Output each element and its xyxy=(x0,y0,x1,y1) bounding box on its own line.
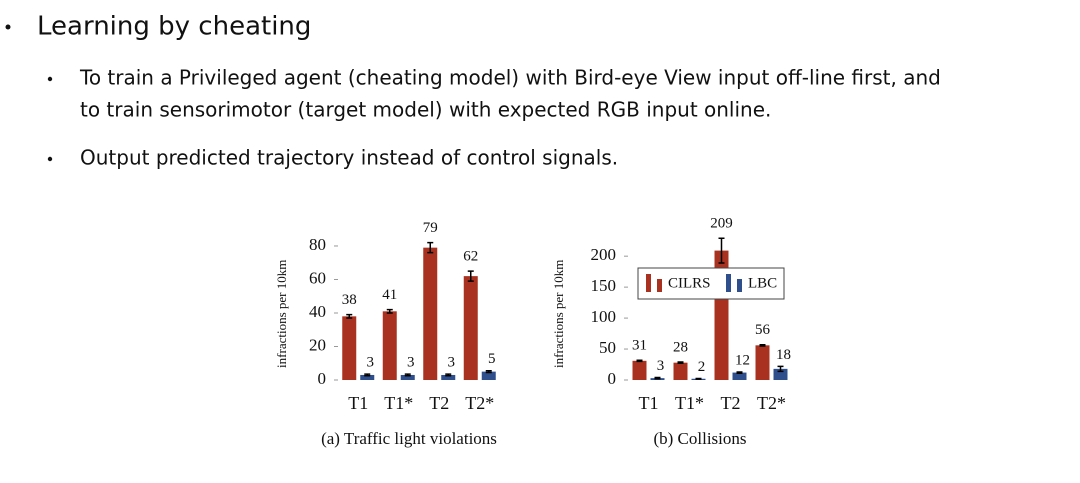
error-bar xyxy=(654,376,661,380)
chart-title: (b) Collisions xyxy=(653,429,746,448)
error-bar xyxy=(467,270,474,282)
legend-box xyxy=(637,267,785,300)
bar xyxy=(632,360,647,380)
x-tick-label: T1 xyxy=(639,393,659,413)
value-label: 62 xyxy=(463,249,478,265)
value-label: 3 xyxy=(367,355,375,371)
error-bar xyxy=(677,361,684,365)
bar xyxy=(400,374,415,380)
heading: Learning by cheating xyxy=(37,12,311,42)
error-bar xyxy=(636,359,643,363)
y-tick-label: 50 xyxy=(599,338,616,357)
y-tick-label: 200 xyxy=(591,245,617,264)
error-bar xyxy=(386,308,393,314)
value-label: 3 xyxy=(657,358,665,374)
error-bar xyxy=(404,373,411,377)
bar xyxy=(673,362,688,380)
x-tick-label: T1* xyxy=(675,393,704,413)
y-axis-label: infractions per 10km xyxy=(551,260,566,368)
value-label: 12 xyxy=(735,352,750,368)
error-bar xyxy=(736,371,743,374)
bullet xyxy=(47,156,53,162)
error-bar xyxy=(695,377,702,380)
bar xyxy=(463,276,478,380)
y-tick-label: 100 xyxy=(591,307,617,326)
value-label: 28 xyxy=(673,339,688,355)
x-tick-label: T2 xyxy=(721,393,741,413)
bullet-text: Output predicted trajectory instead of c… xyxy=(80,146,618,170)
bar xyxy=(423,247,438,380)
value-label: 41 xyxy=(382,287,397,303)
y-tick-label: 0 xyxy=(318,369,327,388)
error-bar xyxy=(777,365,784,373)
value-label: 3 xyxy=(448,355,456,371)
bar xyxy=(481,371,496,380)
y-axis-label: infractions per 10km xyxy=(274,260,289,368)
error-bar xyxy=(759,343,766,347)
bullet-text: To train a Privileged agent (cheating mo… xyxy=(79,66,941,90)
value-label: 3 xyxy=(407,355,415,371)
legend-swatch xyxy=(646,274,651,292)
bullet xyxy=(5,24,11,30)
error-bar xyxy=(485,370,492,374)
error-bar xyxy=(427,241,434,254)
bar xyxy=(441,374,456,380)
bullet-text: to train sensorimotor (target model) wit… xyxy=(80,98,771,122)
value-label: 31 xyxy=(632,338,647,354)
y-tick-label: 0 xyxy=(608,369,617,388)
legend-swatch xyxy=(726,274,731,292)
error-bar xyxy=(364,373,371,377)
value-label: 56 xyxy=(755,322,771,338)
value-label: 5 xyxy=(488,351,496,367)
bar xyxy=(382,311,397,380)
value-label: 2 xyxy=(698,359,706,375)
legend-label: CILRS xyxy=(668,275,711,291)
y-tick-label: 40 xyxy=(309,302,326,321)
bar xyxy=(360,374,375,380)
error-bar xyxy=(346,313,353,319)
value-label: 38 xyxy=(342,292,357,308)
y-tick-label: 60 xyxy=(309,268,326,287)
legend-label: LBC xyxy=(748,275,777,291)
error-bar xyxy=(718,237,725,264)
y-tick-label: 150 xyxy=(591,276,617,295)
x-tick-label: T1 xyxy=(348,393,368,413)
y-tick-label: 20 xyxy=(309,335,326,354)
bar xyxy=(755,345,770,380)
chart-title: (a) Traffic light violations xyxy=(321,429,497,448)
value-label: 79 xyxy=(423,220,438,236)
x-tick-label: T2* xyxy=(757,393,786,413)
x-tick-label: T1* xyxy=(384,393,413,413)
y-tick-label: 80 xyxy=(309,235,326,254)
value-label: 209 xyxy=(710,216,733,232)
value-label: 18 xyxy=(776,347,791,363)
bar xyxy=(773,368,788,380)
legend-swatch xyxy=(657,279,662,292)
x-tick-label: T2 xyxy=(429,393,449,413)
x-tick-label: T2* xyxy=(465,393,494,413)
bar xyxy=(732,372,747,380)
error-bar xyxy=(445,373,452,377)
legend-swatch xyxy=(737,279,742,292)
bar xyxy=(342,316,357,380)
bullet xyxy=(47,76,53,82)
